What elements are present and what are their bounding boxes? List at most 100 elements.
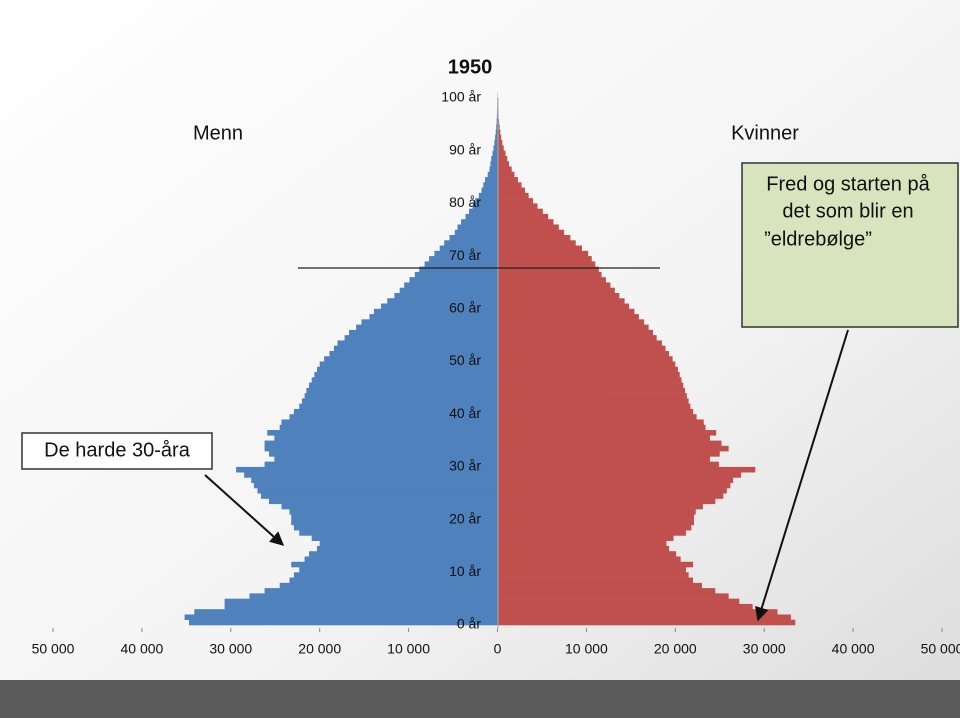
bar: [497, 582, 702, 589]
bar: [394, 292, 498, 299]
bar: [497, 414, 697, 420]
bar: [497, 140, 503, 146]
bar: [434, 250, 498, 257]
bar: [497, 603, 753, 610]
bar: [497, 256, 592, 262]
bar: [249, 593, 498, 599]
bar: [311, 377, 498, 383]
bar: [224, 598, 498, 605]
bar: [497, 593, 729, 599]
y-tick-label: 40 år: [449, 405, 481, 421]
bar: [497, 177, 518, 183]
bar: [497, 319, 645, 325]
bar: [497, 219, 554, 225]
bar: [309, 382, 498, 389]
bar: [497, 509, 696, 515]
bar: [497, 403, 691, 410]
x-tick-label: 0: [494, 641, 502, 657]
bar: [495, 134, 498, 141]
bar: [497, 329, 654, 336]
bar: [497, 350, 670, 357]
bar: [291, 561, 498, 568]
bar: [497, 192, 529, 199]
bar: [493, 145, 498, 151]
y-tick-label: 100 år: [441, 89, 481, 105]
bar: [497, 424, 706, 431]
bar: [497, 308, 635, 315]
bar: [497, 456, 710, 462]
bar: [269, 451, 498, 457]
annotation-box: [21, 432, 213, 470]
bar: [324, 356, 498, 362]
bar: [497, 134, 502, 141]
bar: [293, 408, 498, 415]
bar: [497, 419, 704, 426]
bar: [319, 361, 498, 368]
bar: [497, 155, 508, 162]
bar: [424, 261, 498, 267]
x-tick-label: 20 000: [298, 641, 341, 657]
bar: [497, 519, 694, 526]
bar: [253, 482, 498, 489]
bar: [291, 519, 498, 526]
bar: [267, 430, 498, 436]
bar: [333, 345, 498, 352]
bar: [497, 266, 599, 273]
bar: [497, 261, 596, 267]
bar: [497, 361, 676, 368]
bar: [264, 461, 498, 468]
bar: [497, 287, 615, 294]
bar: [492, 150, 498, 157]
bar: [497, 245, 582, 252]
bar: [454, 229, 498, 236]
bar: [244, 472, 498, 478]
bar: [497, 235, 571, 241]
bar: [497, 356, 673, 362]
bar: [299, 567, 498, 573]
bar: [497, 545, 670, 552]
bar: [485, 177, 498, 183]
bar: [261, 493, 498, 499]
bar: [497, 487, 727, 494]
x-tick-label: 20 000: [654, 641, 697, 657]
bar: [429, 256, 498, 262]
bar: [490, 161, 498, 167]
bar: [497, 598, 740, 605]
x-tick-label: 50 000: [32, 641, 75, 657]
bar: [497, 382, 684, 389]
bar: [497, 303, 630, 310]
right-label: Kvinner: [731, 122, 799, 144]
bar: [497, 250, 589, 257]
bar: [497, 435, 710, 441]
bar: [399, 287, 498, 294]
bar: [497, 129, 501, 136]
bar: [281, 503, 498, 510]
bar: [344, 335, 498, 341]
bar: [487, 171, 498, 178]
y-tick-label: 10 år: [449, 563, 481, 579]
y-tick-label: 80 år: [449, 194, 481, 210]
bar: [337, 340, 498, 346]
bar: [497, 514, 694, 520]
bar: [497, 551, 677, 557]
bar: [497, 298, 625, 304]
bar: [497, 314, 639, 320]
bar: [496, 113, 498, 120]
bar: [497, 240, 576, 246]
bar: [319, 540, 498, 547]
y-tick-label: 60 år: [449, 300, 481, 316]
bar: [369, 314, 498, 320]
annotation-text: ”eldrebølge”: [764, 228, 872, 250]
bar: [497, 393, 687, 399]
y-tick-label: 20 år: [449, 510, 481, 526]
bar: [497, 498, 716, 505]
bar: [264, 445, 498, 452]
bar: [497, 271, 602, 278]
bar: [317, 545, 498, 552]
bar: [497, 208, 543, 215]
bar: [478, 192, 498, 199]
bar: [497, 161, 510, 167]
bar: [497, 171, 515, 178]
bar: [497, 340, 662, 346]
bar: [497, 535, 674, 541]
